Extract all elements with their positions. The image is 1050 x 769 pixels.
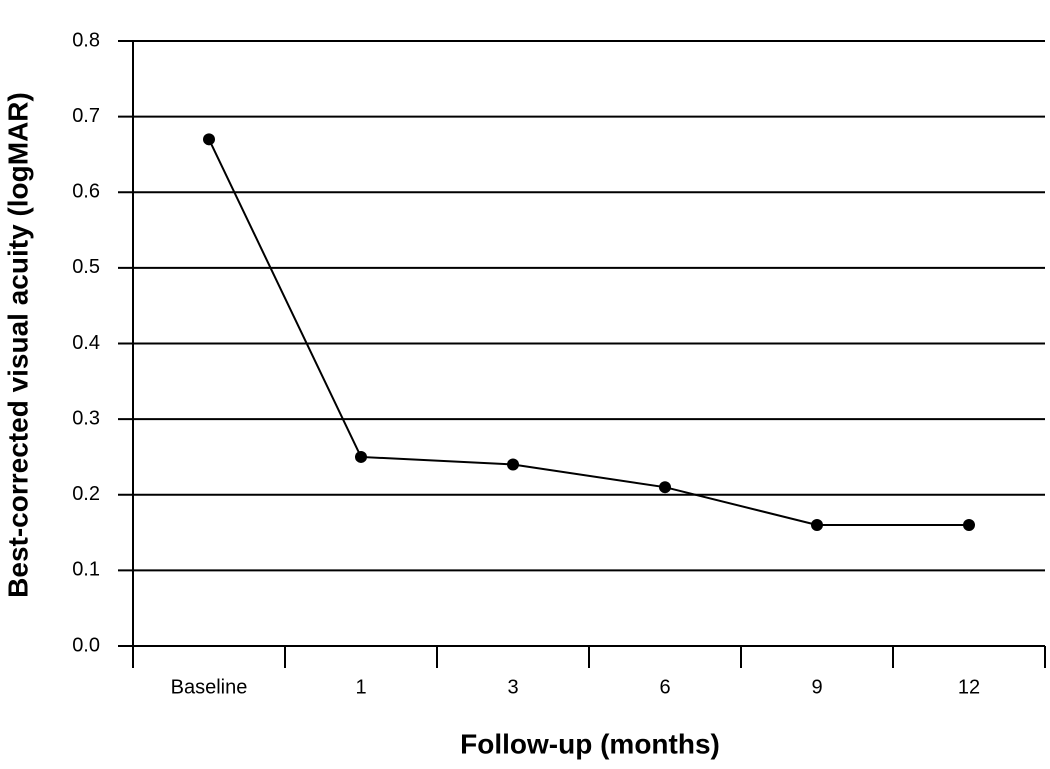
marker bbox=[507, 458, 519, 471]
y-tick-label: 0.6 bbox=[72, 181, 100, 203]
y-tick-label: 0.8 bbox=[72, 29, 100, 51]
x-tick-label: 9 bbox=[811, 676, 822, 698]
y-tick-label: 0.5 bbox=[72, 256, 100, 278]
x-tick-label: 3 bbox=[507, 676, 518, 698]
y-tick-label: 0.4 bbox=[72, 332, 100, 354]
y-axis-title: Best-corrected visual acuity (logMAR) bbox=[2, 92, 33, 598]
marker bbox=[355, 450, 367, 463]
y-tick-label: 0.0 bbox=[72, 634, 100, 656]
x-tick-label: 12 bbox=[958, 676, 980, 698]
marker bbox=[963, 519, 975, 531]
line bbox=[208, 138, 969, 526]
x-tick-label: 6 bbox=[659, 676, 670, 698]
marker bbox=[203, 133, 215, 146]
x-axis-title: Follow-up (months) bbox=[460, 728, 720, 759]
x-tick-label: Baseline bbox=[171, 676, 248, 698]
x-tick-label: 1 bbox=[355, 676, 366, 698]
y-tick-label: 0.7 bbox=[72, 105, 100, 127]
y-tick-label: 0.3 bbox=[72, 407, 100, 429]
marker bbox=[659, 481, 671, 494]
y-tick-label: 0.2 bbox=[72, 483, 100, 505]
marker bbox=[811, 519, 823, 531]
y-tick-label: 0.1 bbox=[72, 559, 100, 581]
